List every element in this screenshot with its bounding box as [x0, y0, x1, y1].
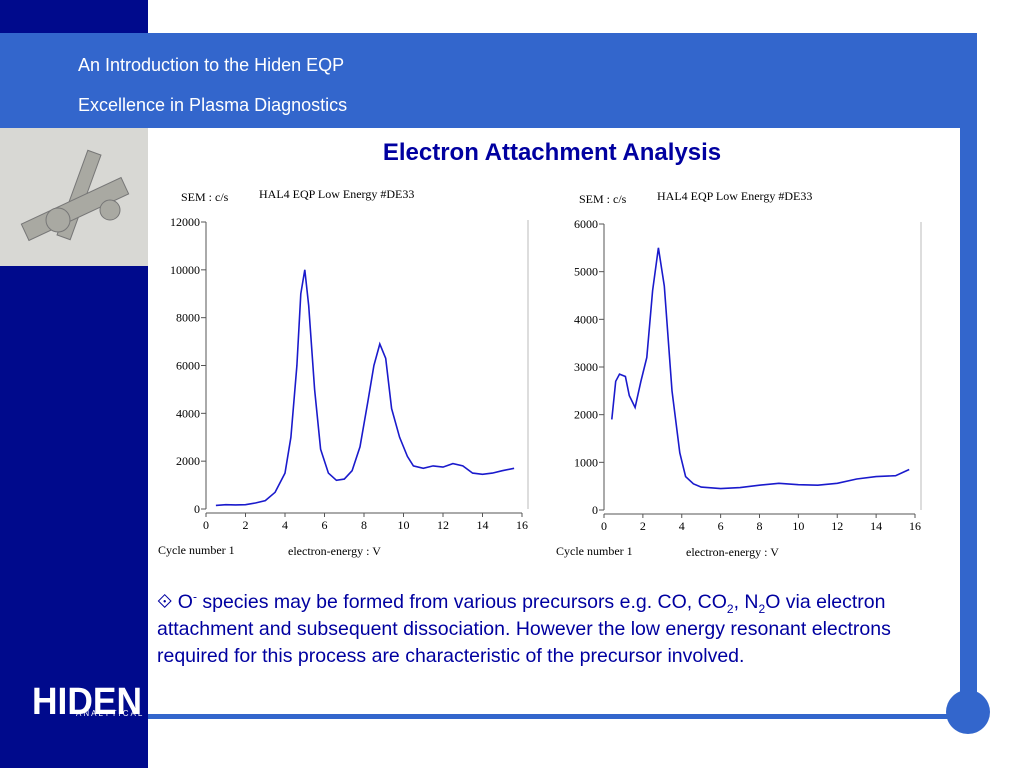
- y-tick-label: 3000: [574, 360, 598, 374]
- x-tick-label: 0: [601, 519, 607, 533]
- y-tick-label: 12000: [170, 215, 200, 229]
- y-tick-label: 6000: [574, 217, 598, 231]
- x-tick-label: 4: [282, 518, 288, 532]
- text: -: [192, 589, 197, 604]
- photo-parts: [20, 149, 130, 242]
- y-tick-label: 0: [194, 502, 200, 516]
- y-axis-label: SEM : c/s: [579, 192, 627, 206]
- text: O via electron attachment and subsequent…: [157, 591, 891, 667]
- y-tick-label: 10000: [170, 263, 200, 277]
- text: species may be formed from various precu…: [196, 591, 727, 613]
- x-tick-label: 10: [792, 519, 804, 533]
- body-text: ⟐ O- species may be formed from various …: [157, 589, 957, 670]
- y-tick-label: 0: [592, 503, 598, 517]
- text: ⟐ O: [157, 591, 193, 613]
- x-tick-label: 4: [679, 519, 685, 533]
- data-line: [611, 247, 910, 490]
- header-line: Excellence in Plasma Diagnostics: [78, 95, 347, 115]
- x-axis-label: electron-energy : V: [686, 545, 779, 559]
- x-tick-label: 8: [361, 518, 367, 532]
- chart-title: HAL4 EQP Low Energy #DE33: [259, 187, 414, 201]
- chart-note: Cycle number 1: [556, 544, 633, 558]
- x-tick-label: 0: [203, 518, 209, 532]
- x-tick-label: 2: [640, 519, 646, 533]
- x-tick-label: 14: [477, 518, 489, 532]
- y-tick-label: 4000: [574, 312, 598, 326]
- x-tick-label: 8: [757, 519, 763, 533]
- y-axis-label: SEM : c/s: [181, 190, 229, 204]
- x-axis-label: electron-energy : V: [288, 544, 381, 558]
- slide-title: Electron Attachment Analysis: [383, 139, 721, 166]
- y-tick-label: 5000: [574, 265, 598, 279]
- x-tick-label: 12: [437, 518, 449, 532]
- x-tick-label: 16: [516, 518, 528, 532]
- corner-dot: [946, 690, 990, 734]
- header-band: [0, 33, 977, 128]
- x-tick-label: 12: [831, 519, 843, 533]
- y-tick-label: 1000: [574, 455, 598, 469]
- logo-name: HIDEN: [32, 681, 142, 723]
- x-tick-label: 10: [398, 518, 410, 532]
- chart-note: Cycle number 1: [158, 543, 235, 557]
- x-tick-label: 16: [909, 519, 921, 533]
- x-tick-label: 6: [322, 518, 328, 532]
- text: , N: [733, 591, 759, 613]
- bottom-line: [148, 714, 960, 719]
- x-tick-label: 14: [870, 519, 882, 533]
- text: 2: [758, 601, 766, 616]
- x-tick-label: 2: [243, 518, 249, 532]
- chart-title: HAL4 EQP Low Energy #DE33: [657, 189, 812, 203]
- data-line: [215, 269, 515, 507]
- y-tick-label: 8000: [176, 311, 200, 325]
- y-tick-label: 2000: [176, 454, 200, 468]
- text: 2: [726, 601, 734, 616]
- header-line: An Introduction to the Hiden EQP: [78, 55, 344, 75]
- y-tick-label: 4000: [176, 406, 200, 420]
- logo-sub: ANALYTICAL: [76, 709, 144, 718]
- y-tick-label: 2000: [574, 408, 598, 422]
- y-tick-label: 6000: [176, 359, 200, 373]
- x-tick-label: 6: [718, 519, 724, 533]
- right-bar: [960, 128, 977, 713]
